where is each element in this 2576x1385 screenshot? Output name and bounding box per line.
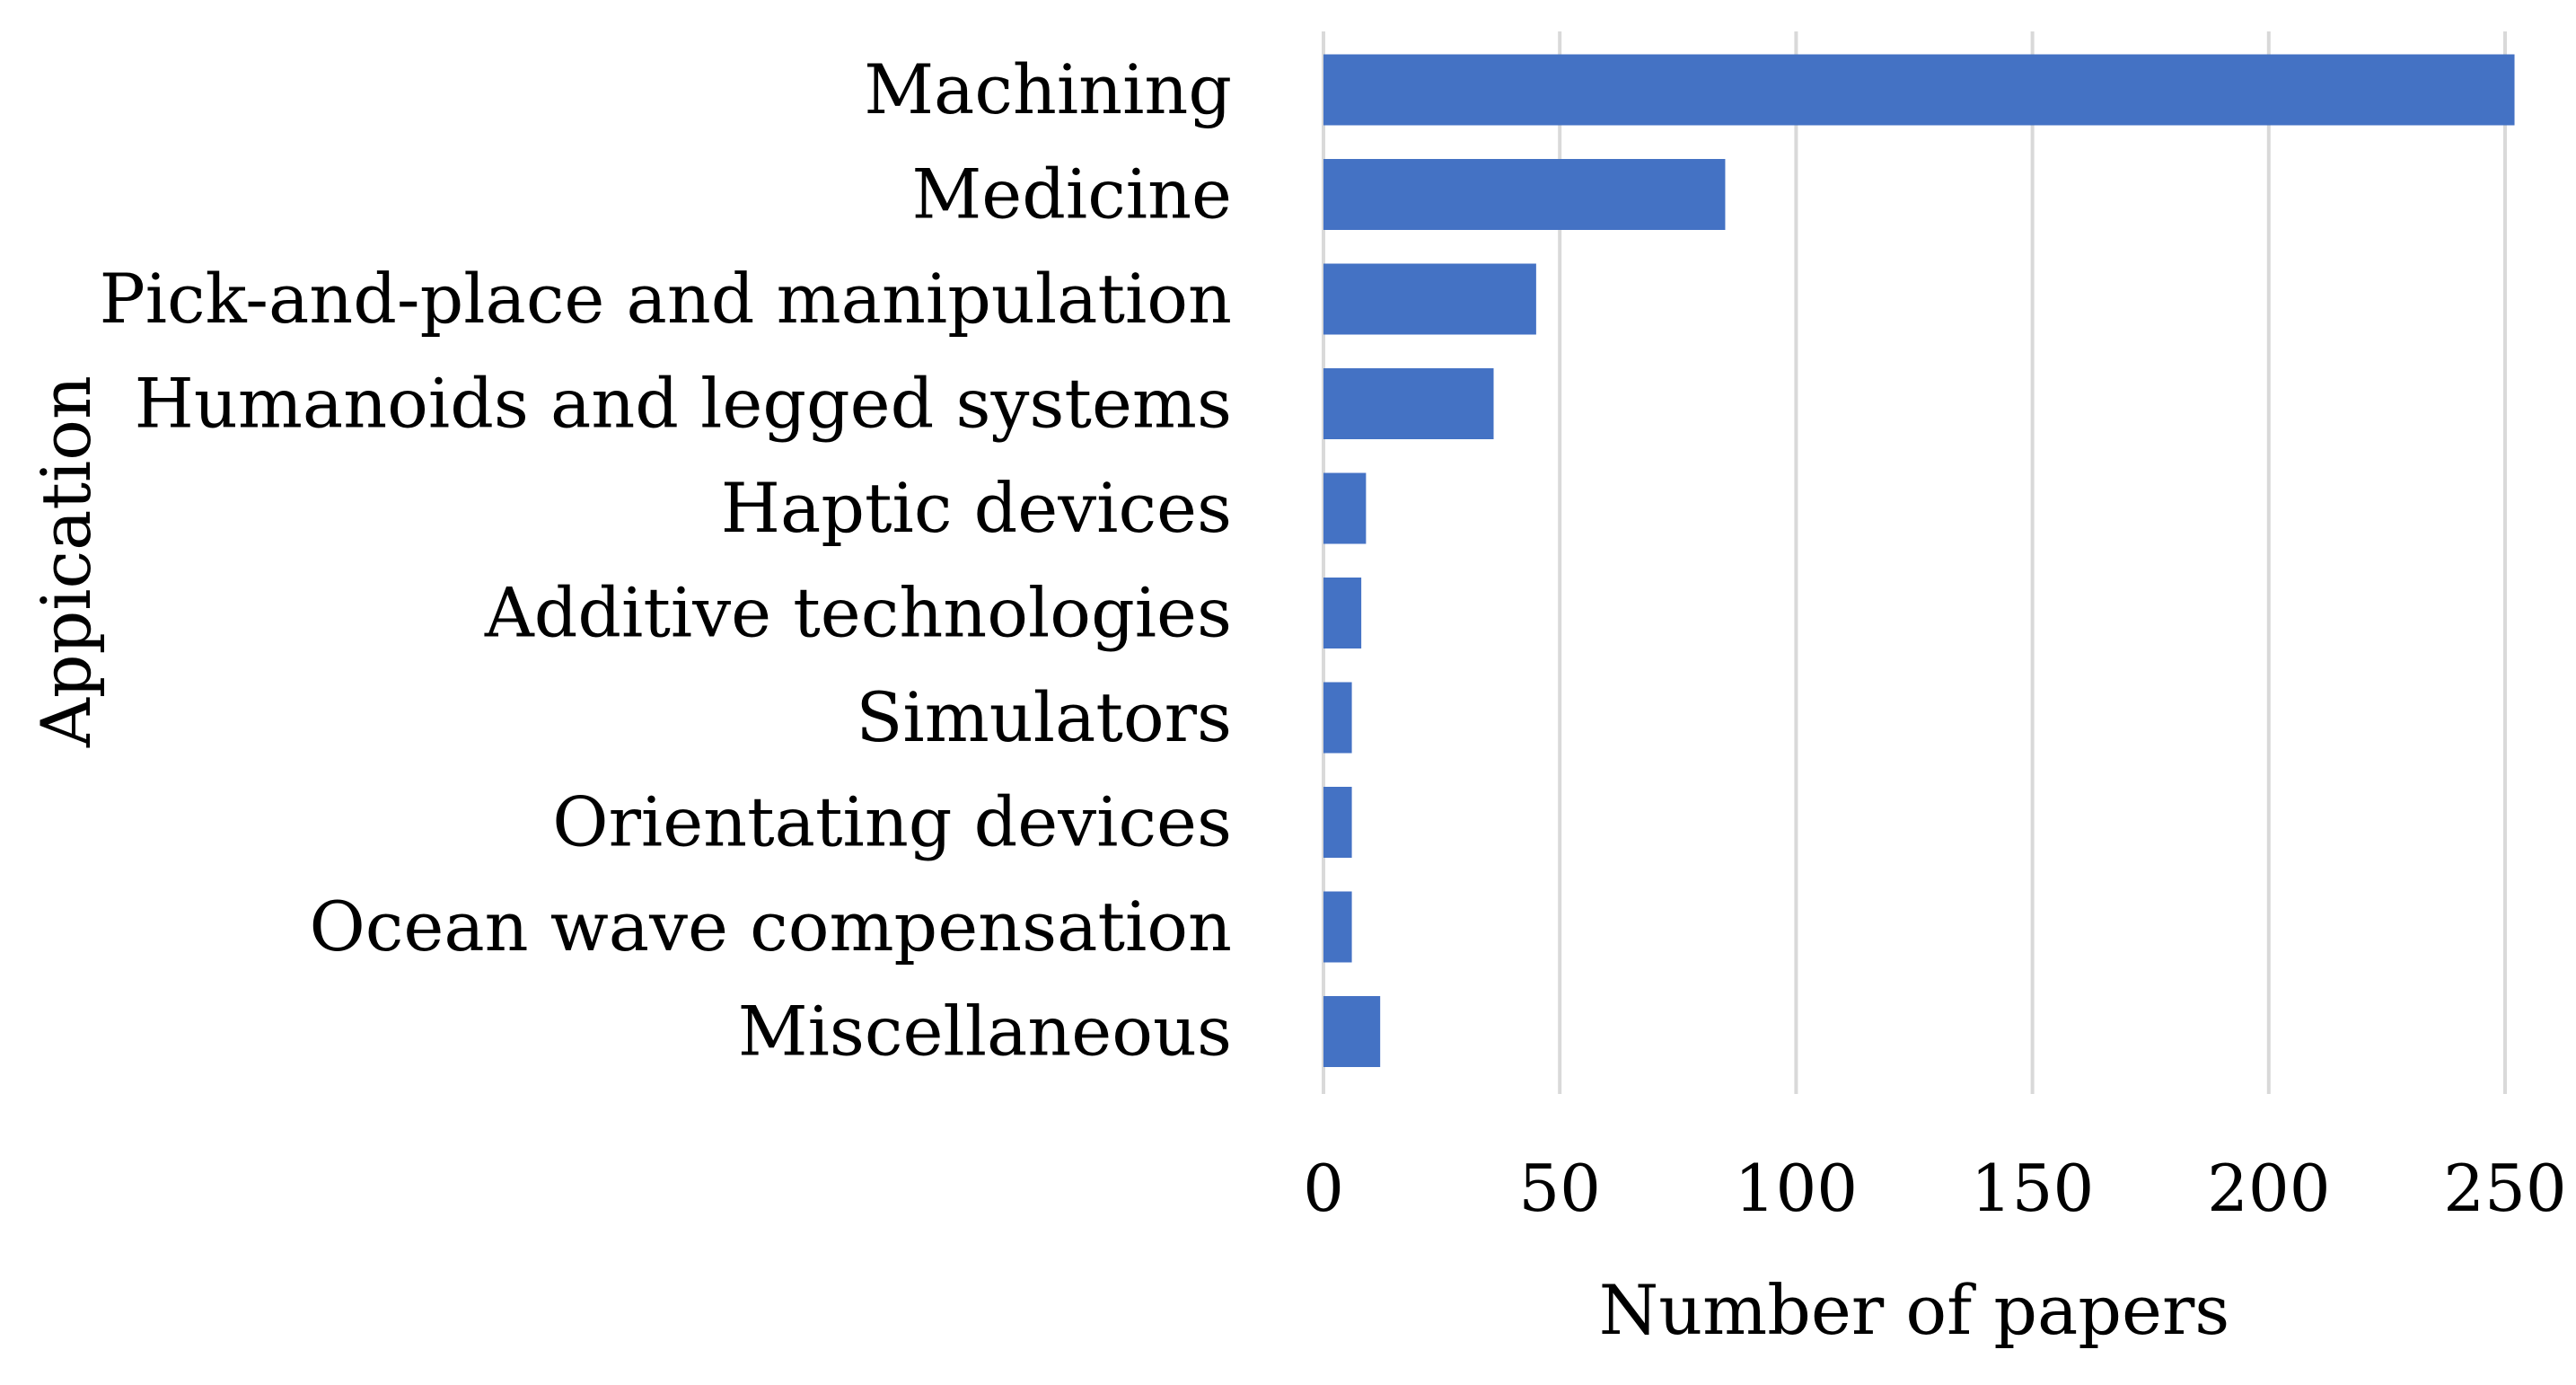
category-label: Ocean wave compensation [309, 887, 1232, 966]
bar-machining [1323, 54, 2515, 126]
category-label: Orientating devices [552, 782, 1232, 862]
x-tick-label: 0 [1303, 1151, 1344, 1226]
category-label: Simulators [856, 677, 1232, 757]
bar-humanoids-and-legged-systems [1323, 368, 1494, 439]
bar-miscellaneous [1323, 996, 1381, 1067]
category-label: Additive technologies [484, 573, 1232, 653]
category-label: Medicine [911, 154, 1232, 234]
category-label: Pick-and-place and manipulation [100, 259, 1232, 339]
bar-medicine [1323, 159, 1726, 230]
x-tick-labels: 0 50 100 150 200 250 [1303, 1151, 2567, 1226]
x-tick-label: 150 [1971, 1151, 2094, 1226]
category-labels: Machining Medicine Pick-and-place and mani… [100, 49, 1232, 1072]
category-label: Haptic devices [721, 468, 1232, 548]
bar-pick-and-place-and-manipulation [1323, 263, 1536, 335]
bar-simulators [1323, 682, 1352, 754]
category-label: Miscellaneous [738, 992, 1232, 1072]
x-tick-label: 100 [1735, 1151, 1858, 1226]
x-tick-label: 200 [2207, 1151, 2330, 1226]
category-label: Machining [864, 49, 1232, 129]
bar-orientating-devices [1323, 787, 1352, 858]
bar-haptic-devices [1323, 472, 1367, 544]
y-axis-title: Appication [26, 375, 106, 748]
x-tick-label: 50 [1518, 1151, 1601, 1226]
x-axis-title: Number of papers [1599, 1270, 2230, 1350]
bars [1323, 54, 2515, 1067]
x-tick-label: 250 [2443, 1151, 2566, 1226]
bar-ocean-wave-compensation [1323, 891, 1352, 963]
bar-additive-technologies [1323, 578, 1362, 648]
category-label: Humanoids and legged systems [135, 364, 1232, 444]
